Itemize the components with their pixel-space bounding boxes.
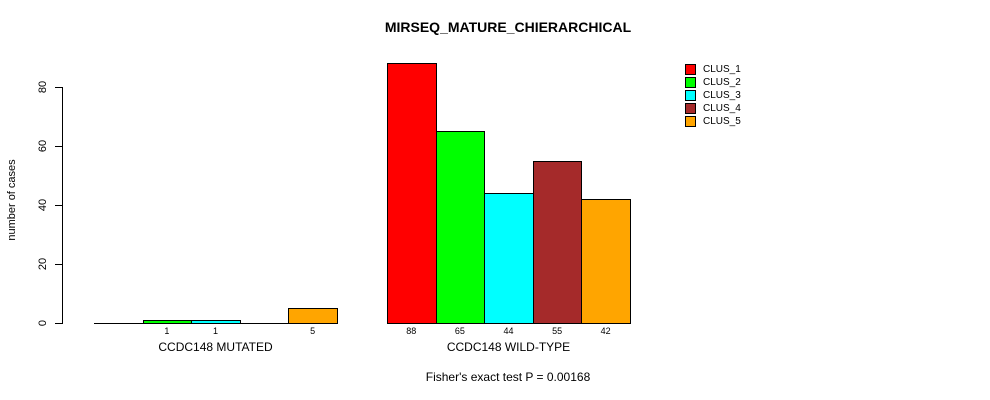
bar-value-label: 5 [310,326,316,336]
bar [435,131,486,324]
y-axis-line [62,87,63,324]
bar-value-label: 1 [164,326,170,336]
bar-value-label: 88 [406,326,417,336]
annotation-text: Fisher's exact test P = 0.00168 [425,370,591,384]
y-axis-label: number of cases [6,159,18,241]
bar-value-label: 65 [454,326,465,336]
y-tick [55,146,62,147]
legend-swatch [685,64,696,75]
bar-value-label: 1 [212,326,219,336]
y-tick-label: 80 [37,80,49,94]
y-tick [55,87,62,88]
y-tick-label: 20 [37,257,49,271]
group-label: CCDC148 WILD-TYPE [446,340,571,354]
legend-label: CLUS_4 [703,103,741,114]
y-tick-label: 60 [37,139,49,153]
legend-label: CLUS_1 [703,64,741,75]
y-tick-label: 40 [37,198,49,212]
legend-label: CLUS_2 [703,77,741,88]
bar [484,193,534,324]
legend-label: CLUS_5 [703,116,741,127]
bar-value-label: 44 [503,326,514,336]
legend-swatch [685,77,696,88]
legend-swatch [685,116,696,127]
bar [581,199,631,324]
y-tick [55,264,62,265]
bar-value-label: 42 [600,326,611,336]
legend-label: CLUS_3 [703,90,741,101]
chart-title: MIRSEQ_MATURE_CHIERARCHICAL [384,19,632,35]
group-label: CCDC148 MUTATED [158,340,273,354]
bar [532,161,583,324]
bar-value-label: 55 [552,326,563,336]
y-tick [55,205,62,206]
bar [288,308,338,324]
bar [142,320,193,324]
y-tick-label: 0 [37,319,49,327]
bar [191,320,241,324]
bar [387,63,437,324]
legend-swatch [685,103,696,114]
legend-swatch [685,90,696,101]
y-tick [55,323,62,324]
